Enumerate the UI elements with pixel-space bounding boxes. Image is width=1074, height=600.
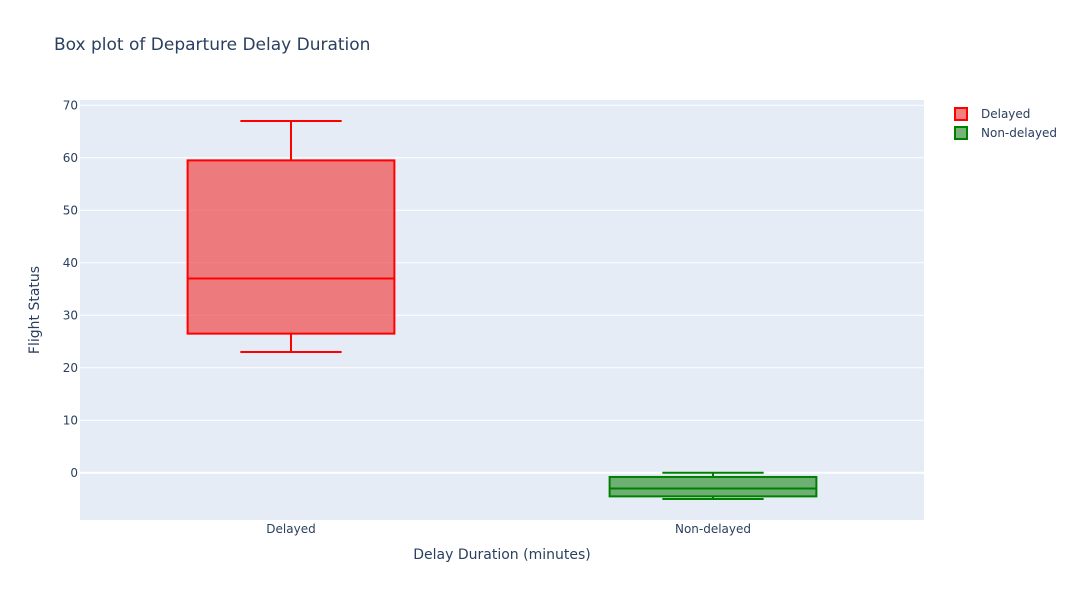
x-tick-label: Delayed: [266, 522, 315, 536]
box-non-delayed[interactable]: [608, 471, 818, 500]
y-tick-label: 40: [63, 256, 78, 270]
y-tick-label: 20: [63, 361, 78, 375]
y-tick-label: 0: [70, 466, 78, 480]
legend[interactable]: Delayed Non-delayed: [954, 107, 1057, 140]
y-tick-label: 30: [63, 308, 78, 322]
y-axis-ticks: 0 10 20 30 40 50 60 70: [63, 98, 78, 480]
legend-swatch: [954, 126, 968, 140]
box-body: [186, 159, 396, 335]
chart-title: Box plot of Departure Delay Duration: [54, 35, 370, 55]
y-tick-label: 10: [63, 413, 78, 427]
y-axis-title: Flight Status: [27, 266, 43, 354]
legend-label: Non-delayed: [981, 126, 1057, 140]
x-tick-label: Non-delayed: [675, 522, 751, 536]
legend-item-delayed[interactable]: Delayed: [954, 107, 1030, 121]
box-delayed[interactable]: [186, 120, 396, 353]
x-axis-title: Delay Duration (minutes): [413, 547, 590, 563]
boxes: [186, 120, 818, 500]
legend-swatch: [954, 107, 968, 121]
y-tick-label: 50: [63, 203, 78, 217]
box-body: [608, 475, 818, 498]
x-axis-ticks: Delayed Non-delayed: [266, 522, 751, 536]
legend-label: Delayed: [981, 107, 1030, 121]
y-tick-label: 60: [63, 151, 78, 165]
y-tick-label: 70: [63, 98, 78, 112]
legend-item-non-delayed[interactable]: Non-delayed: [954, 126, 1057, 140]
